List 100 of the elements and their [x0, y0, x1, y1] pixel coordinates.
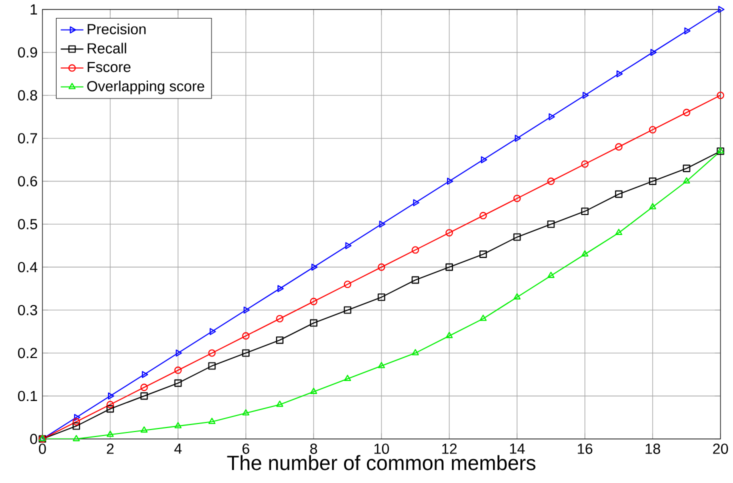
point	[548, 113, 555, 120]
point	[72, 435, 80, 442]
point	[108, 392, 114, 400]
point	[344, 306, 352, 314]
point	[447, 178, 454, 185]
x-axis-title: The number of common members	[227, 455, 536, 470]
point	[210, 328, 216, 336]
point	[208, 349, 216, 357]
point	[718, 6, 724, 14]
y-tick-label: 0.7	[18, 133, 38, 144]
point	[446, 264, 453, 272]
point	[140, 384, 148, 392]
point	[479, 250, 487, 258]
point	[276, 315, 284, 323]
point	[649, 203, 656, 210]
point	[547, 220, 555, 228]
x-tick-label: 2	[106, 444, 114, 454]
point	[72, 422, 80, 430]
point	[413, 199, 420, 206]
point	[412, 246, 420, 254]
y-tick-label: 0.2	[18, 348, 38, 358]
point	[650, 49, 657, 56]
point	[412, 349, 419, 356]
point	[174, 366, 182, 374]
y-tick-label: 0.3	[18, 305, 38, 316]
x-tick-label: 18	[646, 444, 660, 454]
point	[581, 208, 589, 216]
point	[581, 250, 588, 257]
point	[615, 190, 622, 198]
point	[683, 177, 690, 184]
point	[176, 350, 182, 357]
point	[446, 229, 453, 237]
point	[344, 280, 352, 288]
point	[513, 234, 521, 241]
point	[142, 371, 148, 378]
x-tick-label: 6	[242, 444, 250, 454]
point	[140, 426, 148, 433]
point	[310, 319, 318, 327]
x-tick-label: 8	[310, 444, 318, 454]
point	[514, 293, 521, 300]
point	[479, 212, 487, 220]
point	[344, 374, 352, 382]
point	[684, 28, 691, 35]
point	[174, 422, 182, 428]
legend-label: Recall	[88, 42, 126, 54]
point	[412, 276, 420, 284]
point	[310, 388, 318, 394]
point	[74, 414, 80, 422]
x-tick-label: 12	[442, 444, 457, 454]
point	[208, 362, 216, 370]
point	[276, 336, 284, 344]
x-tick-label: 0	[38, 444, 46, 454]
legend-label: Fscore	[88, 62, 130, 72]
point	[106, 405, 114, 413]
point	[208, 418, 216, 424]
x-tick-label: 10	[374, 444, 389, 454]
point	[242, 332, 250, 340]
point	[242, 409, 250, 416]
point	[379, 220, 386, 228]
y-tick-label: 0.8	[18, 90, 38, 101]
y-tick-label: 0.5	[18, 219, 38, 230]
point	[277, 285, 284, 292]
point	[480, 156, 488, 164]
point	[345, 242, 352, 250]
legend-label: Overlapping score	[87, 80, 204, 94]
point	[106, 401, 114, 408]
point	[378, 294, 386, 302]
point	[615, 143, 622, 151]
y-tick-label: 0.6	[18, 176, 38, 187]
x-tick-label: 20	[713, 444, 728, 454]
y-tick-label: 0	[30, 434, 38, 444]
point	[514, 134, 522, 142]
point	[616, 70, 623, 78]
point	[244, 306, 250, 314]
y-tick-label: 0.1	[18, 391, 38, 402]
point	[582, 92, 589, 100]
point	[106, 430, 114, 438]
point	[242, 349, 250, 357]
point	[378, 264, 386, 272]
point	[648, 178, 656, 186]
y-tick-label: 0.9	[18, 47, 38, 58]
point	[276, 400, 284, 407]
point	[547, 272, 554, 278]
point	[682, 108, 690, 116]
point	[446, 332, 453, 338]
point	[716, 92, 724, 100]
point	[682, 164, 690, 172]
point	[513, 194, 521, 202]
point	[615, 228, 622, 236]
point	[581, 160, 589, 168]
point	[72, 418, 80, 426]
point	[378, 362, 385, 368]
point	[310, 298, 318, 306]
x-tick-label: 16	[578, 444, 592, 454]
point	[547, 178, 555, 186]
point	[480, 314, 487, 322]
point	[140, 392, 148, 400]
legend-label: Precision	[88, 24, 146, 34]
x-tick-label: 14	[510, 444, 525, 454]
point	[648, 126, 656, 134]
